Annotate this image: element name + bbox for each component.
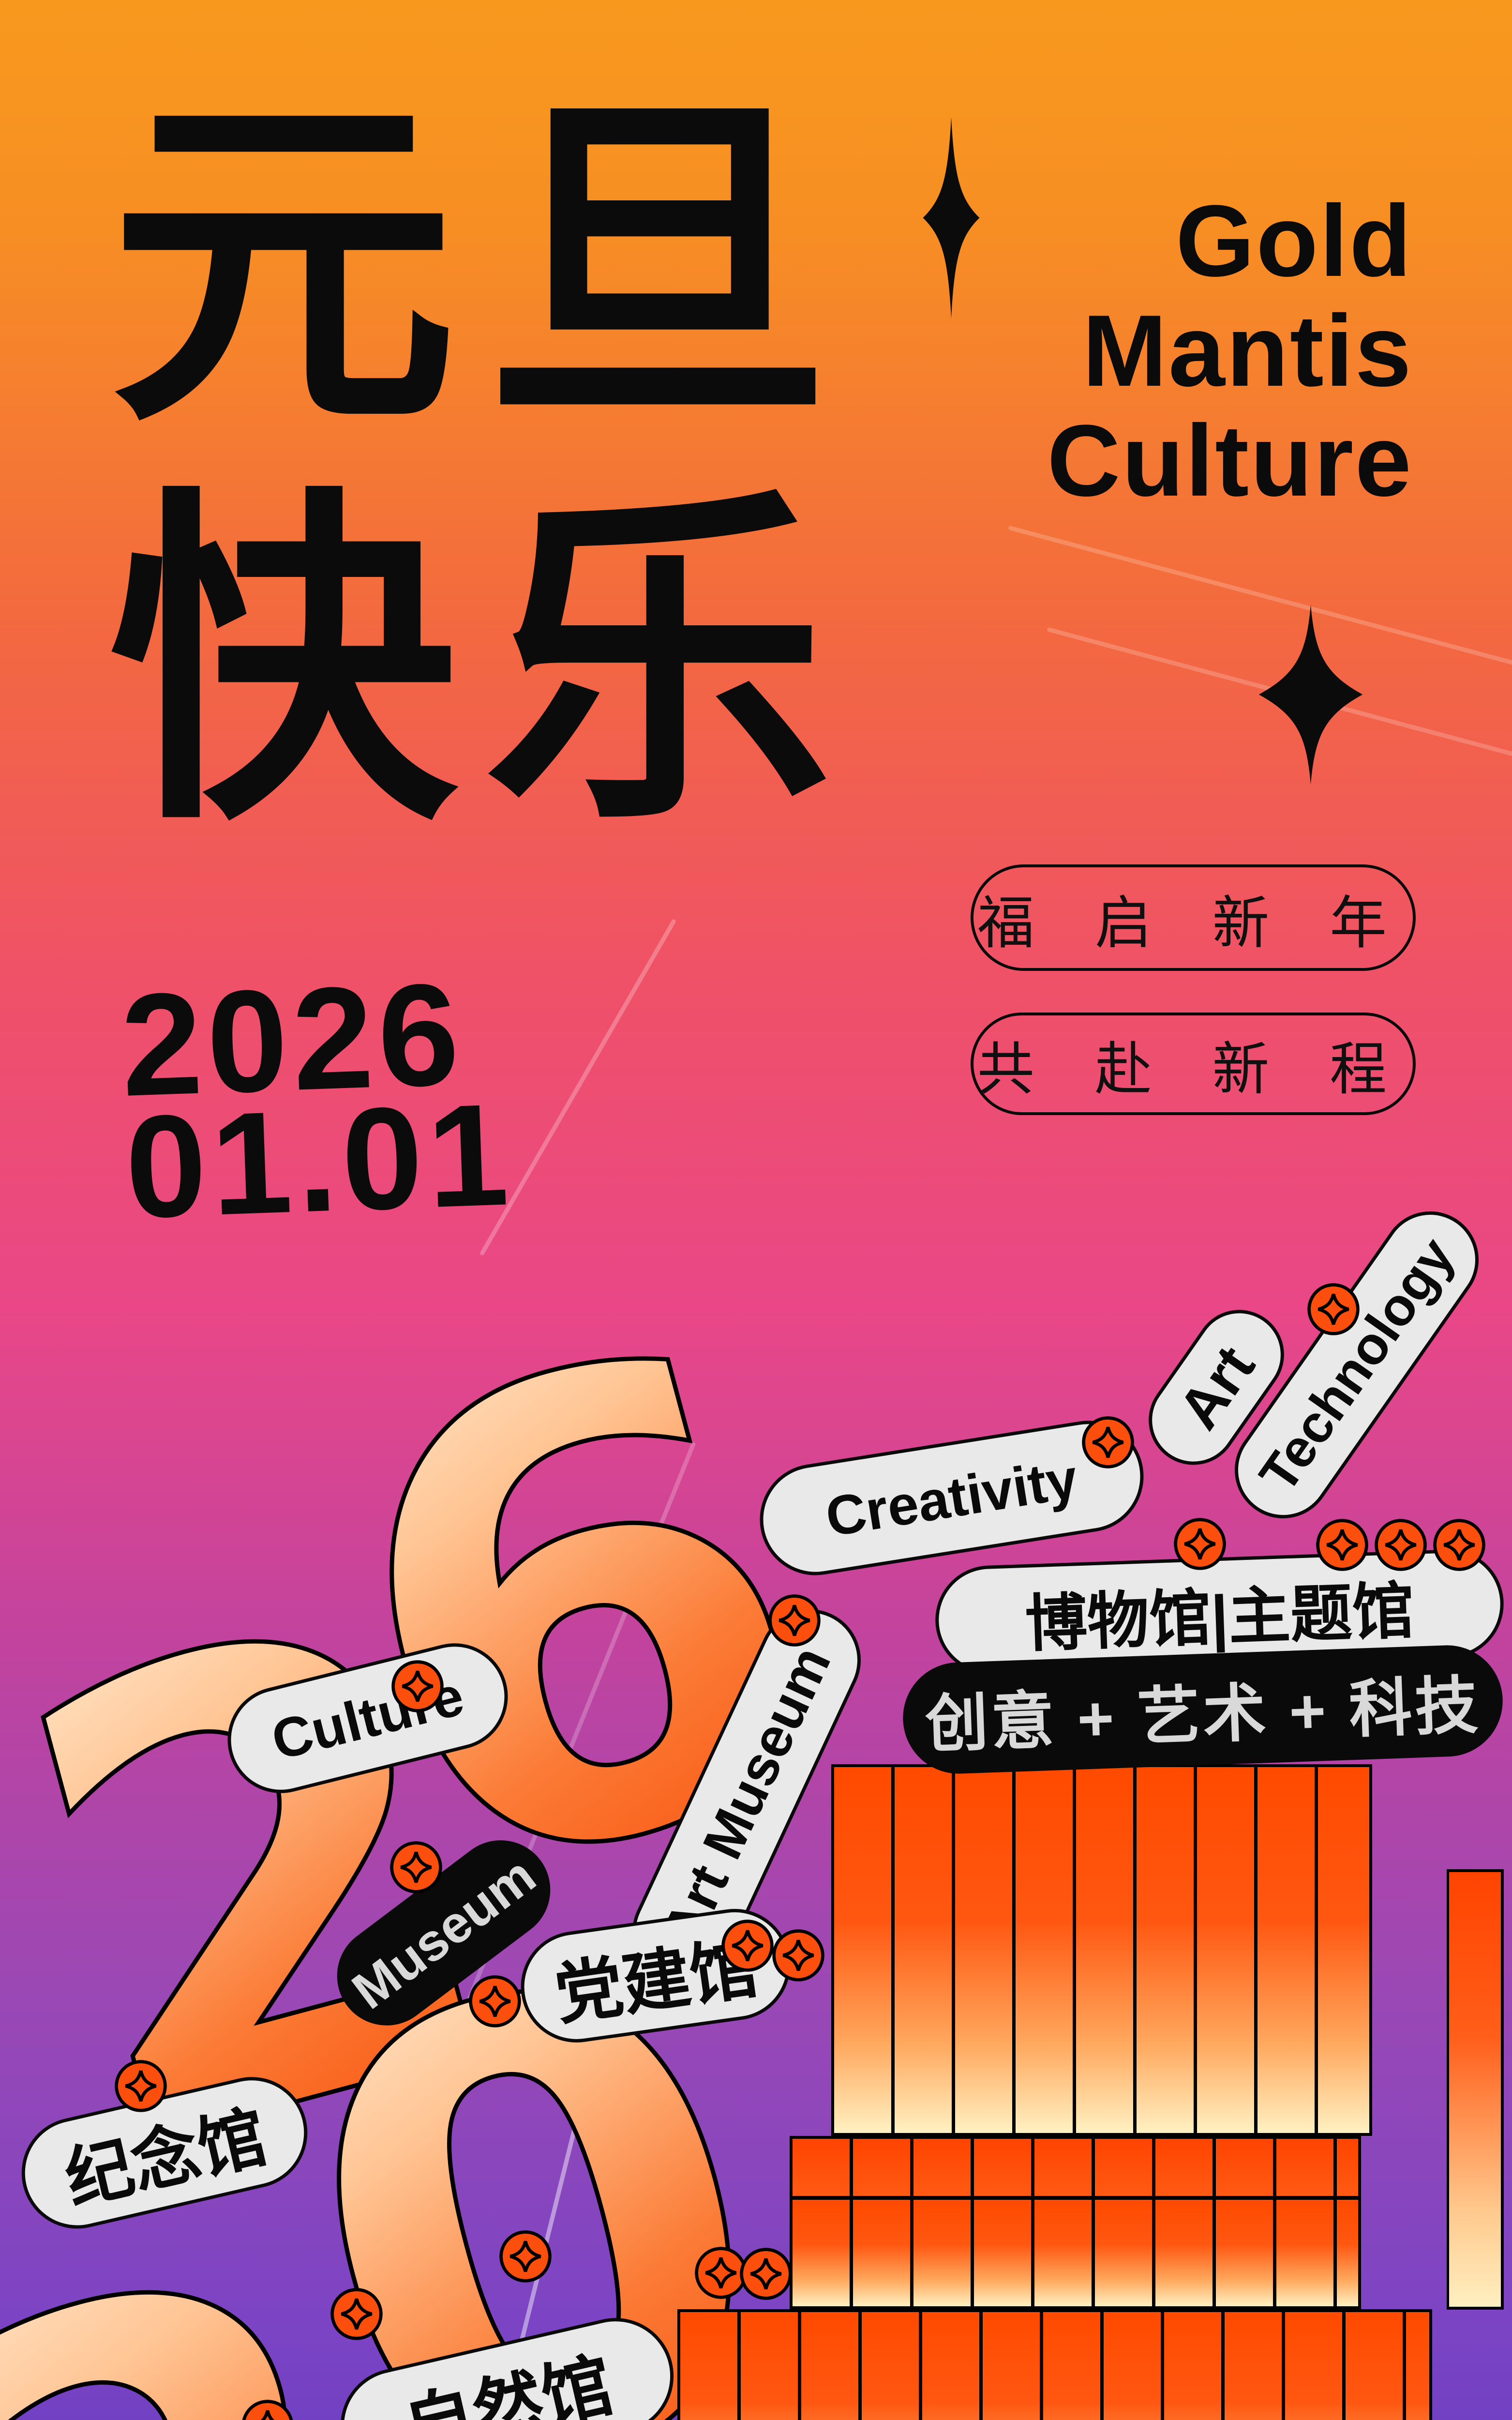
coin-icon: [468, 1974, 522, 2028]
slogan-label: 共 赴 新 程: [977, 1037, 1409, 1102]
coin-icon: [720, 1919, 775, 1973]
brand-line: Gold: [1175, 184, 1413, 298]
page-title: 元旦 快乐: [109, 68, 859, 862]
tag-pill-creative-art-tech: 创意 + 艺术 + 科技: [901, 1643, 1505, 1776]
brand-line: Culture: [1047, 403, 1413, 517]
coin-icon: [329, 2287, 384, 2341]
coin-icon: [1081, 1415, 1135, 1469]
coin-icon: [767, 1593, 822, 1648]
coin-icon: [390, 1659, 445, 1713]
title-line-2: 快乐: [109, 468, 859, 858]
brand-wordmark: Gold Mantis Culture: [1047, 186, 1413, 515]
coin-icon: [498, 2229, 553, 2284]
event-date: 2026 01.01: [119, 952, 516, 1249]
coin-icon: [1374, 1518, 1428, 1572]
slogan-label: 福 启 新 年: [977, 891, 1409, 955]
date-day: 01.01: [122, 1073, 516, 1249]
pavilion-tier-2: [790, 2198, 1361, 2309]
coin-icon: [114, 2059, 168, 2113]
title-line-1: 元旦: [109, 71, 859, 461]
coin-icon: [389, 1840, 443, 1894]
pavilion-tier-1: [831, 1764, 1372, 2136]
pavilion-tier-2-top: [790, 2136, 1361, 2198]
brand-line: Mantis: [1082, 293, 1413, 408]
pavilion-tier-3: [677, 2309, 1432, 2420]
sparkle-icon: [1253, 605, 1368, 785]
coin-icon: [1306, 1282, 1361, 1336]
slogan-pill-fu-qi-xin-nian: 福 启 新 年: [971, 864, 1416, 971]
coin-icon: [739, 2247, 793, 2301]
coin-icon: [1315, 1518, 1369, 1572]
coin-icon: [1432, 1518, 1486, 1572]
slogan-pill-gong-fu-xin-cheng: 共 赴 新 程: [971, 1013, 1416, 1115]
tag-label: Creativity: [822, 1447, 1082, 1549]
sparkle-icon: [920, 114, 983, 322]
pavilion-side-column: [1447, 1869, 1504, 2310]
coin-icon: [1173, 1517, 1227, 1571]
tag-label: Art: [1166, 1334, 1267, 1440]
coin-icon: [771, 1928, 825, 1982]
tag-label: 创意 + 艺术 + 科技: [924, 1670, 1482, 1760]
coin-icon: [240, 2399, 295, 2420]
